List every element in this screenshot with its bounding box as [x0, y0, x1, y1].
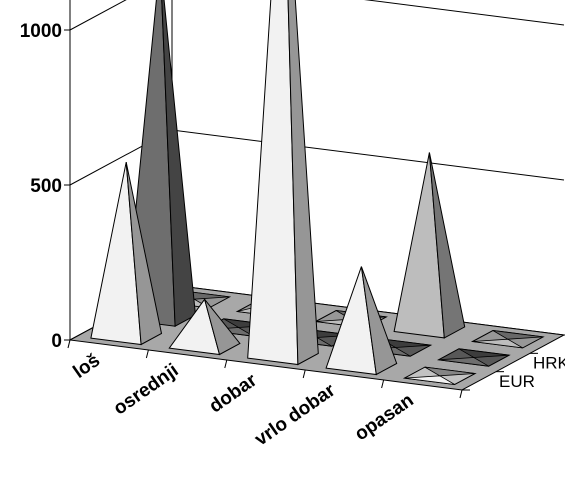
y-tick-label: 1000: [20, 21, 62, 42]
x-tick-label: dobar: [206, 370, 262, 418]
pyramid-bar: [393, 152, 466, 339]
x-tick-label: opasan: [351, 390, 418, 445]
y-tick-label: 500: [30, 176, 62, 197]
gridline-1000: [69, 0, 565, 31]
x-tick-label: loš: [70, 350, 105, 383]
series-label: HRK: [533, 354, 565, 373]
chart-marks: [90, 0, 545, 386]
y-tick-label: 0: [51, 331, 62, 352]
pyramid-bar: [470, 329, 545, 349]
series-label: EUR: [499, 372, 535, 391]
pyramid-bar: [247, 0, 319, 366]
pyramid-bar: [168, 298, 241, 356]
pyramid-bar: [325, 266, 398, 376]
pyramid-bar: [402, 366, 477, 386]
pyramid-bar: [90, 162, 163, 346]
x-tick-label: vrlo dobar: [251, 380, 340, 451]
pyramid-bar: [436, 348, 511, 367]
x-tick-label: osrednji: [110, 360, 183, 420]
